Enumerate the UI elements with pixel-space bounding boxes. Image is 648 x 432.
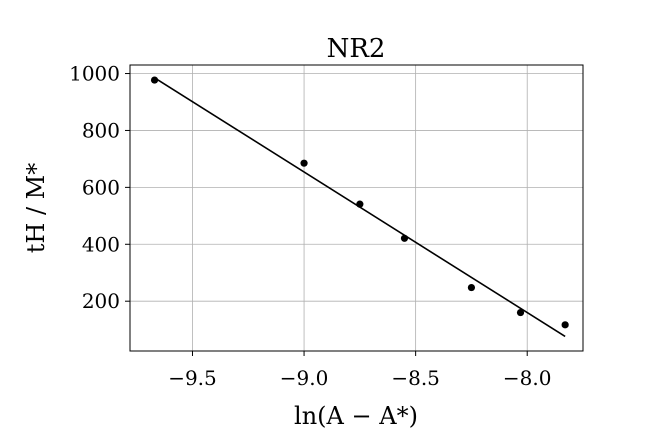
x-tick-label: −8.5: [391, 366, 440, 390]
y-tick-label: 400: [82, 232, 120, 256]
y-ticks: 200 400 600 800 1000: [69, 62, 130, 313]
data-point: [467, 283, 476, 292]
grid: [130, 65, 583, 351]
data-point: [561, 321, 569, 329]
x-tick-label: −8.0: [503, 366, 552, 390]
y-tick-label: 200: [82, 289, 120, 313]
data-point: [516, 308, 525, 317]
x-ticks: −9.5 −9.0 −8.5 −8.0: [168, 351, 552, 390]
data-point: [400, 234, 409, 242]
data-point: [150, 76, 159, 84]
plot-frame: [129, 64, 584, 352]
y-axis-label: tH / M*: [22, 163, 50, 254]
series-layer: [150, 76, 569, 338]
chart-title: NR2: [327, 34, 386, 64]
x-tick-label: −9.5: [168, 366, 217, 390]
y-tick-label: 800: [82, 118, 120, 142]
y-tick-label: 1000: [69, 62, 120, 86]
x-tick-label: −9.0: [280, 366, 329, 390]
x-axis-label: ln(A − A*): [294, 402, 418, 430]
y-tick-label: 600: [82, 175, 120, 199]
data-point: [356, 200, 364, 208]
data-point: [300, 159, 308, 167]
